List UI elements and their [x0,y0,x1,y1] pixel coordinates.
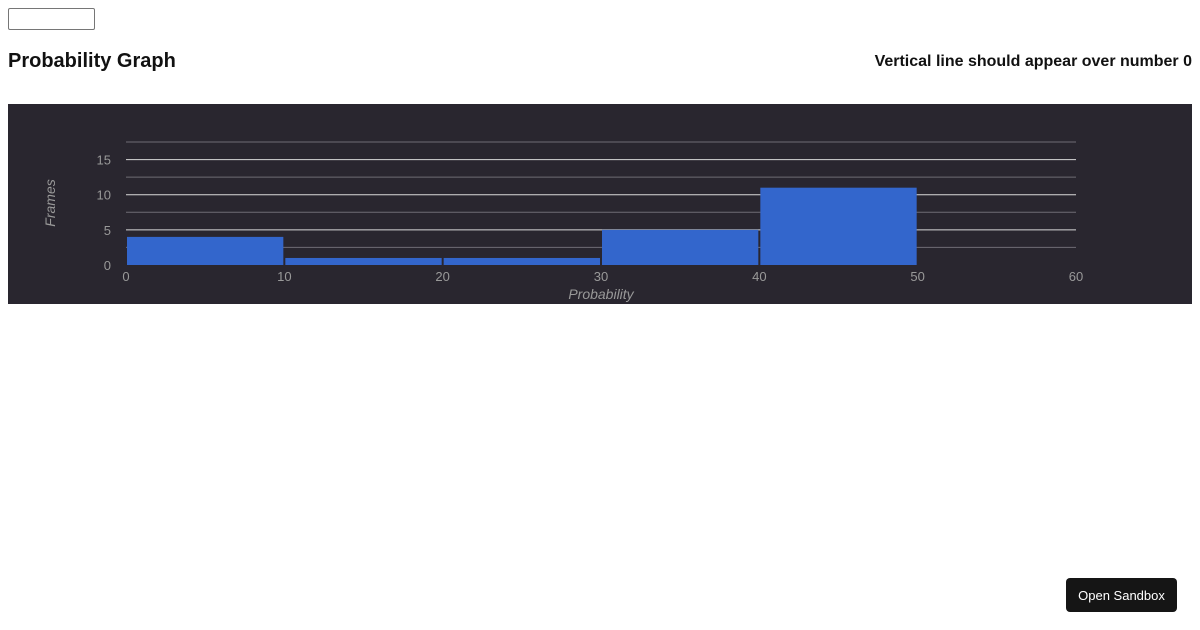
page-title: Probability Graph [8,50,176,72]
bar-layer [127,187,917,265]
y-tick-label: 15 [97,153,111,168]
histogram-bar [602,229,759,265]
header-row: Probability Graph Vertical line should a… [8,48,1192,76]
x-axis-title: Probability [568,286,634,302]
x-tick-label: 40 [752,269,766,284]
hint-text: Vertical line should appear over number … [874,53,1192,70]
x-tick-label: 30 [594,269,608,284]
x-tick-label: 50 [910,269,924,284]
y-axis-title: Frames [42,179,58,226]
grid-layer [126,141,1076,248]
tick-layer: 0 5 10 15 0 10 20 30 40 50 60 [97,153,1084,284]
histogram-bar [285,257,442,265]
open-sandbox-button[interactable]: Open Sandbox [1066,578,1177,612]
histogram-bar [760,187,917,265]
chart-svg: 0 5 10 15 0 10 20 30 40 50 60 Probability Frames [42,141,1084,302]
x-tick-label: 0 [122,269,129,284]
x-tick-label: 60 [1069,269,1083,284]
y-tick-label: 0 [104,258,111,273]
probability-chart: 0 5 10 15 0 10 20 30 40 50 60 Probability Frames [8,104,1192,304]
x-tick-label: 10 [277,269,291,284]
y-tick-label: 5 [104,223,111,238]
x-tick-label: 20 [435,269,449,284]
text-input[interactable] [8,8,95,30]
histogram-bar [127,236,284,265]
y-tick-label: 10 [97,188,111,203]
histogram-bar [443,257,600,265]
